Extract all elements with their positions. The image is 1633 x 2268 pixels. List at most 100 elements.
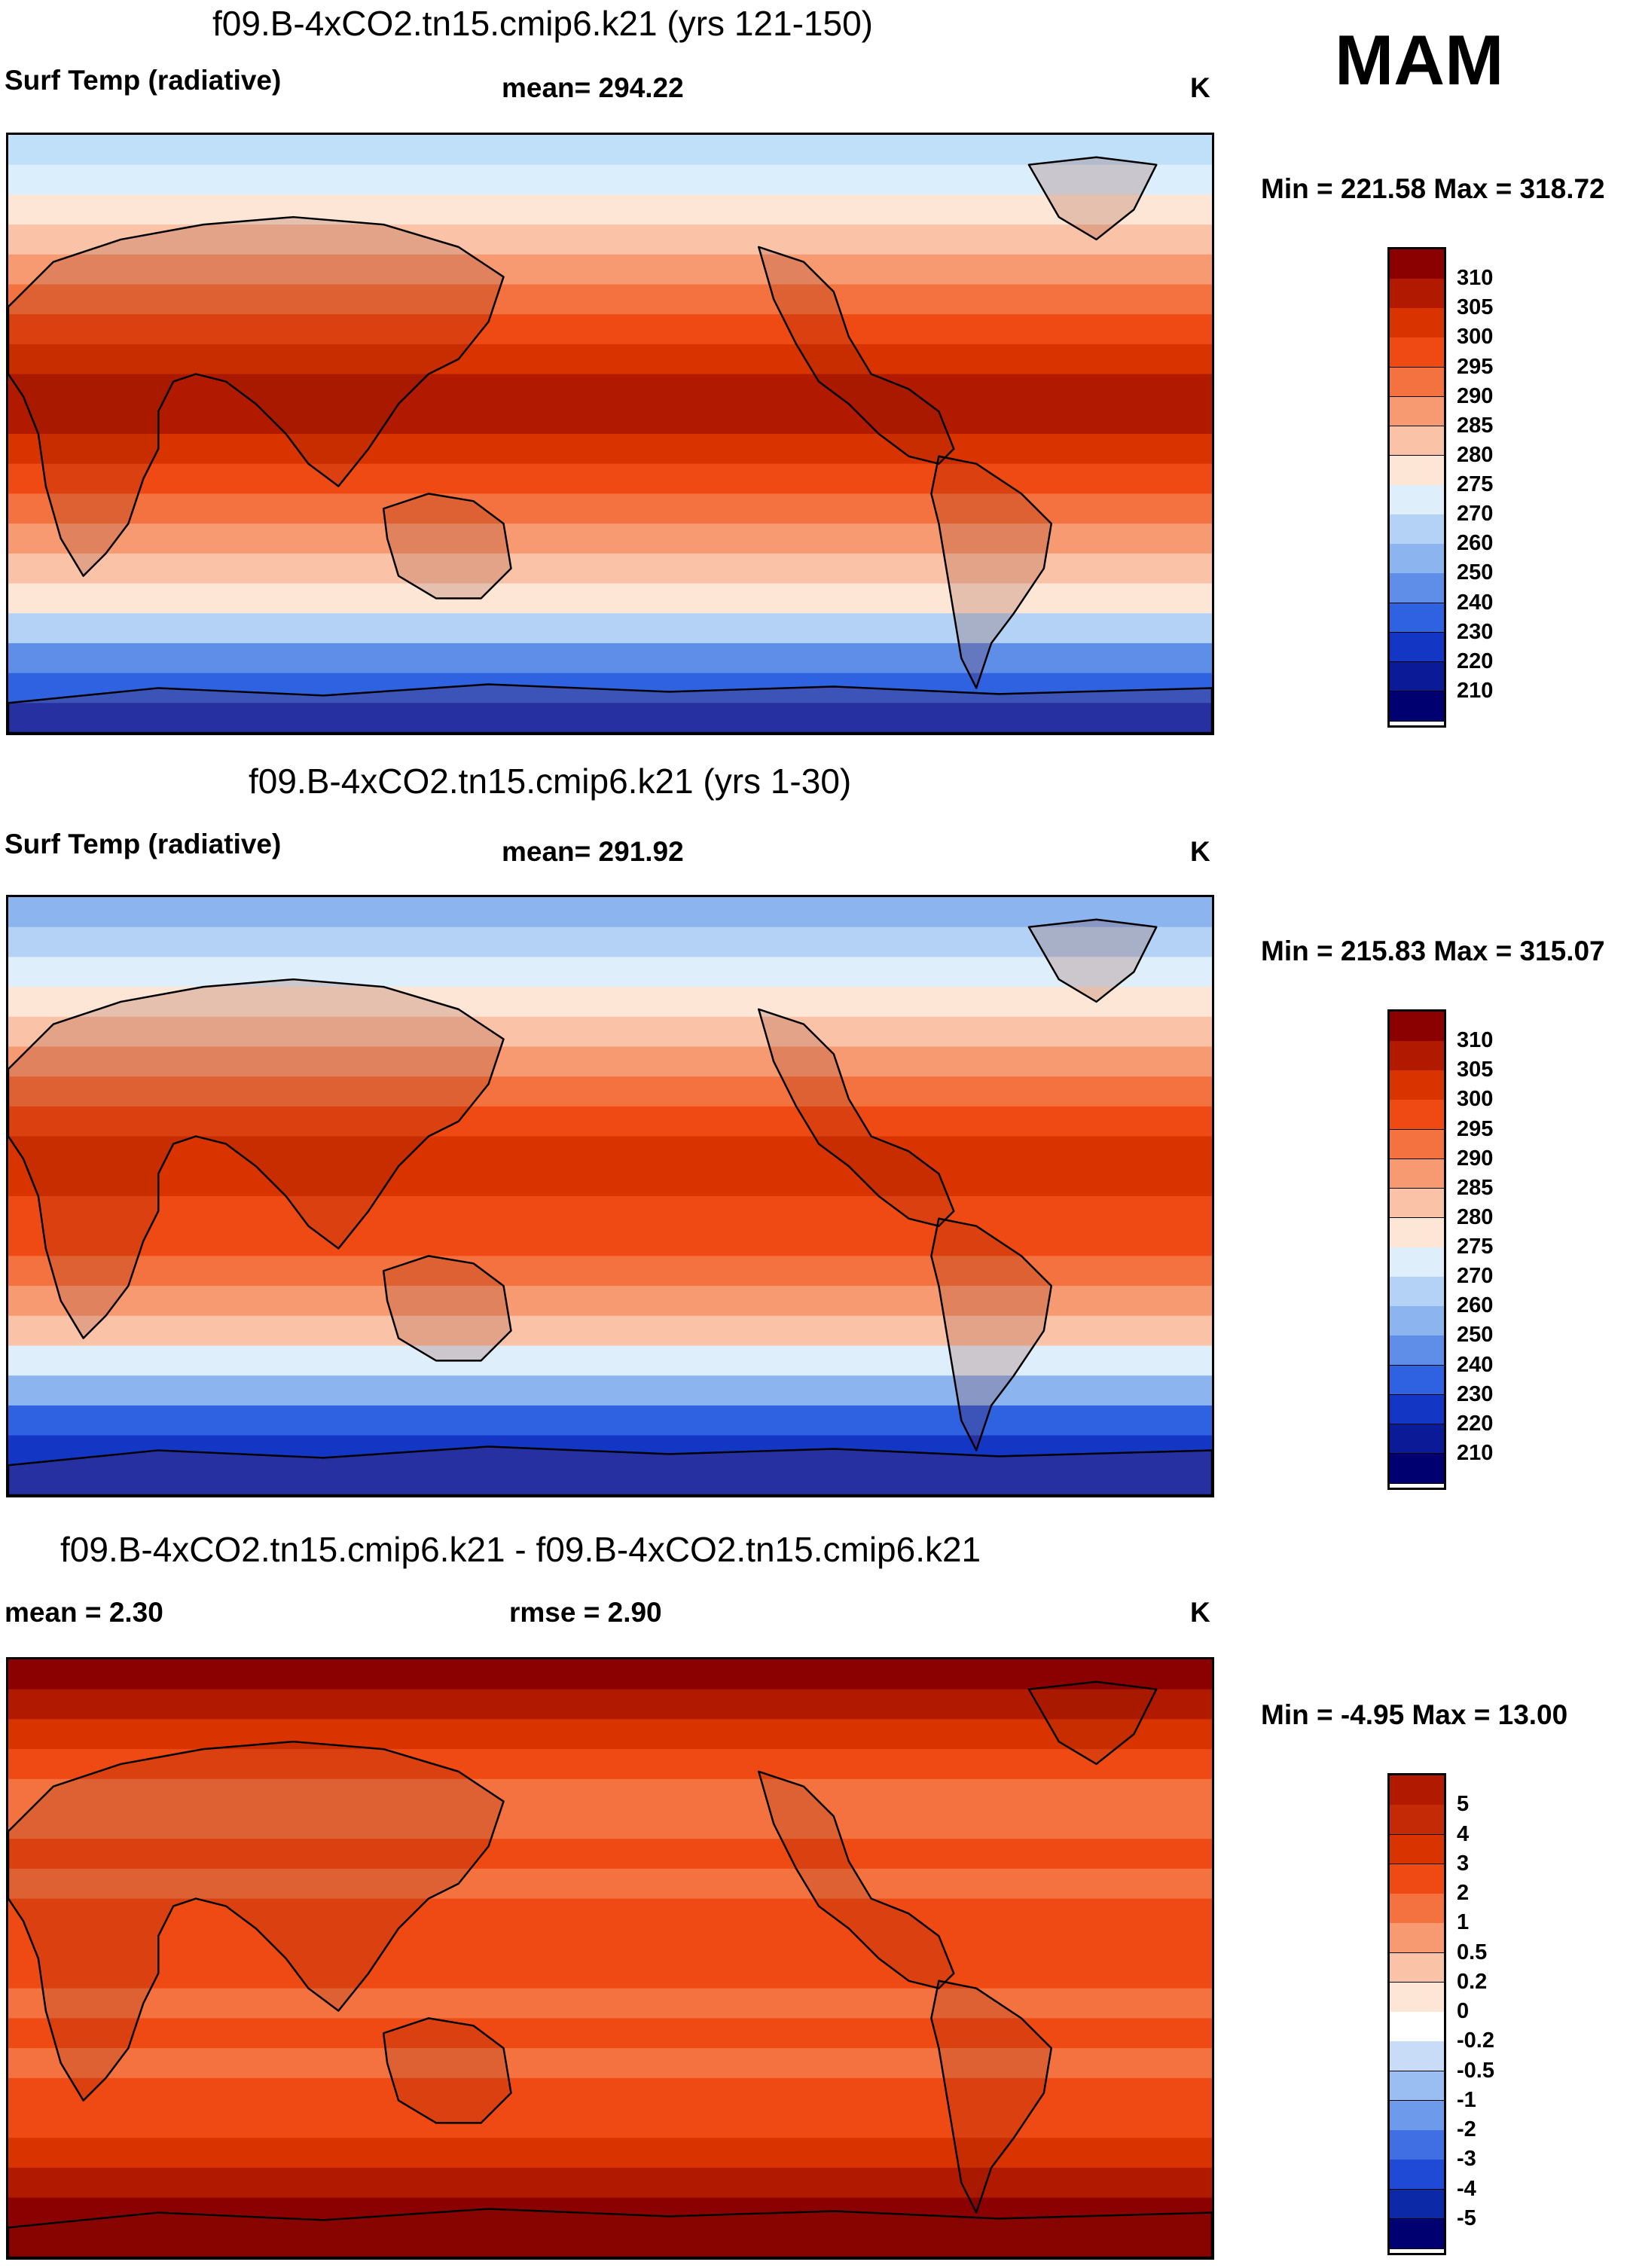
colorbar-tick-label: 260 [1457, 531, 1494, 556]
map-color-band [8, 194, 1212, 226]
colorbar-tick-label: -4 [1457, 2176, 1476, 2201]
colorbar-swatch [1390, 308, 1444, 338]
map-color-band [8, 2077, 1212, 2109]
coastline [8, 2208, 1212, 2257]
coastline [930, 1980, 1053, 2214]
panel-3-map-svg [8, 1659, 1212, 2257]
map-color-band [8, 1256, 1212, 1287]
panel-3-minmax: Min = -4.95 Max = 13.00 [1261, 1699, 1568, 1730]
colorbar-swatch [1390, 2160, 1444, 2190]
panel-2-map [6, 895, 1214, 1497]
map-color-band [8, 284, 1212, 316]
colorbar-tick-label: -0.5 [1457, 2058, 1494, 2083]
colorbar-swatch [1390, 1453, 1444, 1484]
colorbar-tick-label: 250 [1457, 1323, 1494, 1348]
map-color-band [8, 583, 1212, 615]
map-color-band [8, 1659, 1212, 1690]
colorbar-tick-label: 0.5 [1457, 1940, 1488, 1964]
colorbar-tick-label: 295 [1457, 354, 1494, 379]
panel-3-colorbar [1387, 1773, 1446, 2255]
colorbar-swatch [1390, 1335, 1444, 1366]
colorbar-tick-label: -3 [1457, 2147, 1476, 2172]
colorbar-tick-label: 5 [1457, 1792, 1470, 1817]
colorbar-swatch [1390, 1277, 1444, 1307]
colorbar-tick-label: -2 [1457, 2117, 1476, 2141]
colorbar-tick-label: 310 [1457, 266, 1494, 291]
colorbar-tick-label: 4 [1457, 1821, 1470, 1846]
colorbar-swatch [1390, 455, 1444, 486]
colorbar-swatch [1390, 1834, 1444, 1865]
colorbar-swatch [1390, 2130, 1444, 2160]
map-color-band [8, 1988, 1212, 2019]
panel-3-rmse-label: rmse = 2.90 [509, 1597, 662, 1628]
coastline [758, 246, 955, 465]
colorbar-tick-label: 270 [1457, 502, 1494, 527]
colorbar-swatch [1390, 2100, 1444, 2131]
colorbar-tick-label: -5 [1457, 2205, 1476, 2230]
map-color-band [8, 2227, 1212, 2257]
map-color-band [8, 135, 1212, 166]
colorbar-swatch [1390, 426, 1444, 456]
map-color-band [8, 1345, 1212, 1377]
colorbar-swatch [1390, 2218, 1444, 2249]
map-color-band [8, 374, 1212, 405]
colorbar-swatch [1390, 1394, 1444, 1425]
map-color-band [8, 2018, 1212, 2050]
colorbar-swatch [1390, 2071, 1444, 2102]
map-color-band [8, 1719, 1212, 1751]
map-color-band [8, 1166, 1212, 1197]
colorbar-swatch [1390, 1070, 1444, 1100]
panel-1-map [6, 133, 1214, 735]
map-color-band [8, 314, 1212, 345]
map-color-band [8, 703, 1212, 733]
map-color-band [8, 643, 1212, 674]
map-color-band [8, 1809, 1212, 1840]
coastline [8, 1740, 505, 2102]
map-color-band [8, 987, 1212, 1018]
colorbar-swatch [1390, 1100, 1444, 1130]
map-color-band [8, 1196, 1212, 1227]
colorbar-swatch [1390, 573, 1444, 603]
map-color-band [8, 2048, 1212, 2079]
colorbar-tick-label: 270 [1457, 1264, 1494, 1289]
colorbar-swatch [1390, 1129, 1444, 1160]
coastline [758, 1770, 955, 1989]
map-color-band [8, 404, 1212, 435]
panel-2-variable-label: Surf Temp (radiative) [5, 829, 282, 859]
colorbar-tick-label: 280 [1457, 1204, 1494, 1229]
map-color-band [8, 926, 1212, 958]
map-color-band [8, 1106, 1212, 1137]
colorbar-swatch [1390, 1217, 1444, 1248]
colorbar-swatch [1390, 1012, 1444, 1042]
panel-1-mean-label: mean= 294.22 [502, 72, 684, 103]
panel-1-minmax: Min = 221.58 Max = 318.72 [1261, 173, 1605, 204]
colorbar-swatch [1390, 249, 1444, 279]
colorbar-tick-label: 290 [1457, 383, 1494, 408]
panel-2-minmax: Min = 215.83 Max = 315.07 [1261, 936, 1605, 966]
colorbar-tick-label: 1 [1457, 1910, 1470, 1935]
colorbar-swatch [1390, 2189, 1444, 2220]
colorbar-tick-label: 305 [1457, 1058, 1494, 1082]
colorbar-swatch [1390, 367, 1444, 398]
colorbar-tick-label: 230 [1457, 619, 1494, 644]
map-color-band [8, 1286, 1212, 1317]
colorbar-tick-label: 295 [1457, 1116, 1494, 1141]
colorbar-swatch [1390, 1982, 1444, 2013]
panel-1-variable-label: Surf Temp (radiative) [5, 65, 282, 96]
coastline [1027, 918, 1158, 1003]
coastline [758, 1008, 955, 1227]
colorbar-tick-label: 230 [1457, 1381, 1494, 1406]
panel-1-colorbar [1387, 247, 1446, 728]
map-color-band [8, 1136, 1212, 1168]
colorbar-swatch [1390, 2041, 1444, 2071]
colorbar-swatch [1390, 1188, 1444, 1219]
colorbar-tick-label: -0.2 [1457, 2028, 1494, 2053]
map-color-band [8, 1405, 1212, 1436]
colorbar-swatch [1390, 485, 1444, 515]
map-color-band [8, 897, 1212, 928]
colorbar-swatch [1390, 279, 1444, 309]
colorbar-swatch [1390, 396, 1444, 427]
map-color-band [8, 1226, 1212, 1257]
coastline [8, 683, 1212, 733]
colorbar-tick-label: 275 [1457, 1235, 1494, 1259]
